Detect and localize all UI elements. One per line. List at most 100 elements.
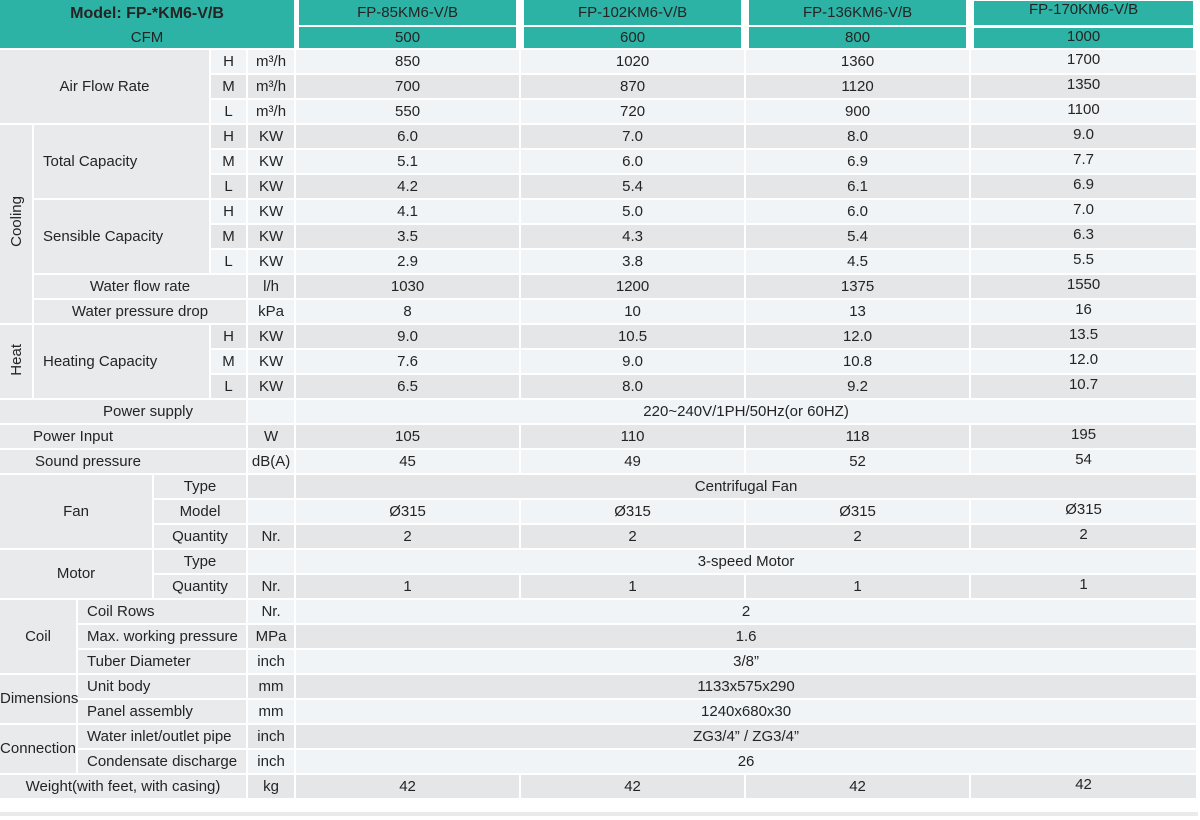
cooling-group-text: Cooling <box>7 196 25 248</box>
fan-type-label: Type <box>154 475 246 498</box>
unit-cell: l/h <box>248 275 295 298</box>
weight-label: Weight(with feet, with casing) <box>0 775 246 798</box>
value-cell: 9.2 <box>746 375 970 398</box>
table-row: L m³/h 550 720 900 1100 <box>0 100 1197 123</box>
unit-cell: KW <box>248 125 295 148</box>
value-cell: 7.7 <box>971 150 1197 173</box>
unit-cell: Nr. <box>248 575 295 598</box>
cfm-value: 500 <box>296 27 519 48</box>
value-cell: 1100 <box>971 100 1197 123</box>
value-cell: 13.5 <box>971 325 1197 348</box>
value-cell: 8.0 <box>521 375 745 398</box>
value-cell: 4.1 <box>296 200 520 223</box>
model-col-header: FP-85KM6-V/B <box>296 0 519 25</box>
value-cell: 2 <box>296 525 520 548</box>
table-row: M m³/h 700 870 1120 1350 <box>0 75 1197 98</box>
table-row: Power supply 220~240V/1PH/50Hz(or 60HZ) <box>0 400 1197 423</box>
value-cell: 16 <box>971 300 1197 323</box>
speed-cell: M <box>211 75 246 98</box>
value-cell: 195 <box>971 425 1197 448</box>
model-header-cell: Model: FP-*KM6-V/B CFM <box>0 0 295 48</box>
sound-pressure-label: Sound pressure <box>0 450 246 473</box>
unit-cell: dB(A) <box>248 450 295 473</box>
unit-cell: inch <box>248 725 295 748</box>
value-cell: 1360 <box>746 50 970 73</box>
value-cell: 52 <box>746 450 970 473</box>
connection-group-label: Connection <box>0 725 76 773</box>
table-row: L KW 6.5 8.0 9.2 10.7 <box>0 375 1197 398</box>
unit-cell: inch <box>248 650 295 673</box>
panel-assembly-value: 1240x680x30 <box>296 700 1197 723</box>
coil-rows-value: 2 <box>296 600 1197 623</box>
table-row: Quantity Nr. 1 1 1 1 <box>0 575 1197 598</box>
airflow-label: Air Flow Rate <box>0 50 209 123</box>
max-working-pressure-label: Max. working pressure <box>78 625 246 648</box>
max-working-pressure-value: 1.6 <box>296 625 1197 648</box>
power-input-label: Power Input <box>0 425 246 448</box>
water-pressure-drop-label: Water pressure drop <box>34 300 246 323</box>
value-cell: 5.1 <box>296 150 520 173</box>
value-cell: 12.0 <box>971 350 1197 373</box>
unit-cell: MPa <box>248 625 295 648</box>
tube-diameter-value: 3/8” <box>296 650 1197 673</box>
table-row: Tuber Diameter inch 3/8” <box>0 650 1197 673</box>
value-cell: 4.2 <box>296 175 520 198</box>
value-cell: 1200 <box>521 275 745 298</box>
heat-group-text: Heat <box>7 343 25 376</box>
table-row: L KW 2.9 3.8 4.5 5.5 <box>0 250 1197 273</box>
value-cell: Ø315 <box>521 500 745 523</box>
value-cell: 42 <box>746 775 970 798</box>
table-row: Motor Type 3-speed Motor <box>0 550 1197 598</box>
value-cell: 6.0 <box>746 200 970 223</box>
unit-cell: KW <box>248 250 295 273</box>
value-cell: 2.9 <box>296 250 520 273</box>
table-row: Quantity Nr. 2 2 2 2 <box>0 525 1197 548</box>
value-cell: 4.3 <box>521 225 745 248</box>
value-cell: 8.0 <box>746 125 970 148</box>
unit-cell-empty <box>248 500 295 523</box>
value-cell: 700 <box>296 75 520 98</box>
value-cell: 1 <box>296 575 520 598</box>
unit-cell: KW <box>248 150 295 173</box>
unit-cell: mm <box>248 675 295 698</box>
water-flow-rate-label: Water flow rate <box>34 275 246 298</box>
table-row: M KW 5.1 6.0 6.9 7.7 <box>0 150 1197 173</box>
value-cell: 7.6 <box>296 350 520 373</box>
condensate-discharge-value: 26 <box>296 750 1197 773</box>
coil-group-label: Coil <box>0 600 76 673</box>
value-cell: 42 <box>971 775 1197 798</box>
value-cell: 7.0 <box>971 200 1197 223</box>
table-row: Connection Water inlet/outlet pipe inch … <box>0 725 1197 773</box>
table-row: Water flow rate l/h 1030 1200 1375 1550 <box>0 275 1197 298</box>
value-cell: 1350 <box>971 75 1197 98</box>
value-cell: Ø315 <box>971 500 1197 523</box>
speed-cell: L <box>211 250 246 273</box>
table-row: Model Ø315 Ø315 Ø315 Ø315 <box>0 500 1197 523</box>
fan-model-label: Model <box>154 500 246 523</box>
table-row: M KW 7.6 9.0 10.8 12.0 <box>0 350 1197 373</box>
unit-cell: KW <box>248 225 295 248</box>
unit-cell: Nr. <box>248 525 295 548</box>
fan-group-label: Fan <box>0 475 152 548</box>
value-cell: Ø315 <box>746 500 970 523</box>
table-row: Dimensions Unit body mm 1133x575x290 <box>0 675 1197 723</box>
fan-quantity-label: Quantity <box>154 525 246 548</box>
table-row: Sensible Capacity H KW 4.1 5.0 6.0 7.0 <box>0 200 1197 273</box>
cfm-value: 1000 <box>971 27 1196 48</box>
unit-cell-empty <box>248 400 295 423</box>
motor-type-value: 3-speed Motor <box>296 550 1197 573</box>
value-cell: 1550 <box>971 275 1197 298</box>
value-cell: 45 <box>296 450 520 473</box>
value-cell: 9.0 <box>971 125 1197 148</box>
speed-cell: M <box>211 350 246 373</box>
table-row: Cooling Total Capacity H KW 6.0 7.0 8.0 … <box>0 125 1197 323</box>
value-cell: 8 <box>296 300 520 323</box>
speed-cell: H <box>211 200 246 223</box>
total-capacity-label: Total Capacity <box>34 125 209 198</box>
value-cell: 3.8 <box>521 250 745 273</box>
value-cell: 5.4 <box>746 225 970 248</box>
value-cell: 1030 <box>296 275 520 298</box>
unit-cell: mm <box>248 700 295 723</box>
model-col-header: FP-102KM6-V/B <box>521 0 744 25</box>
model-col-header: FP-136KM6-V/B <box>746 0 969 25</box>
